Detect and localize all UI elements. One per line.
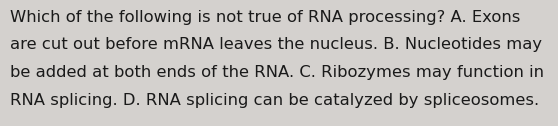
Text: are cut out before mRNA leaves the nucleus. B. Nucleotides may: are cut out before mRNA leaves the nucle… — [10, 38, 542, 53]
Text: RNA splicing. D. RNA splicing can be catalyzed by spliceosomes.: RNA splicing. D. RNA splicing can be cat… — [10, 92, 539, 107]
Text: be added at both ends of the RNA. C. Ribozymes may function in: be added at both ends of the RNA. C. Rib… — [10, 65, 544, 80]
Text: Which of the following is not true of RNA processing? A. Exons: Which of the following is not true of RN… — [10, 10, 521, 25]
